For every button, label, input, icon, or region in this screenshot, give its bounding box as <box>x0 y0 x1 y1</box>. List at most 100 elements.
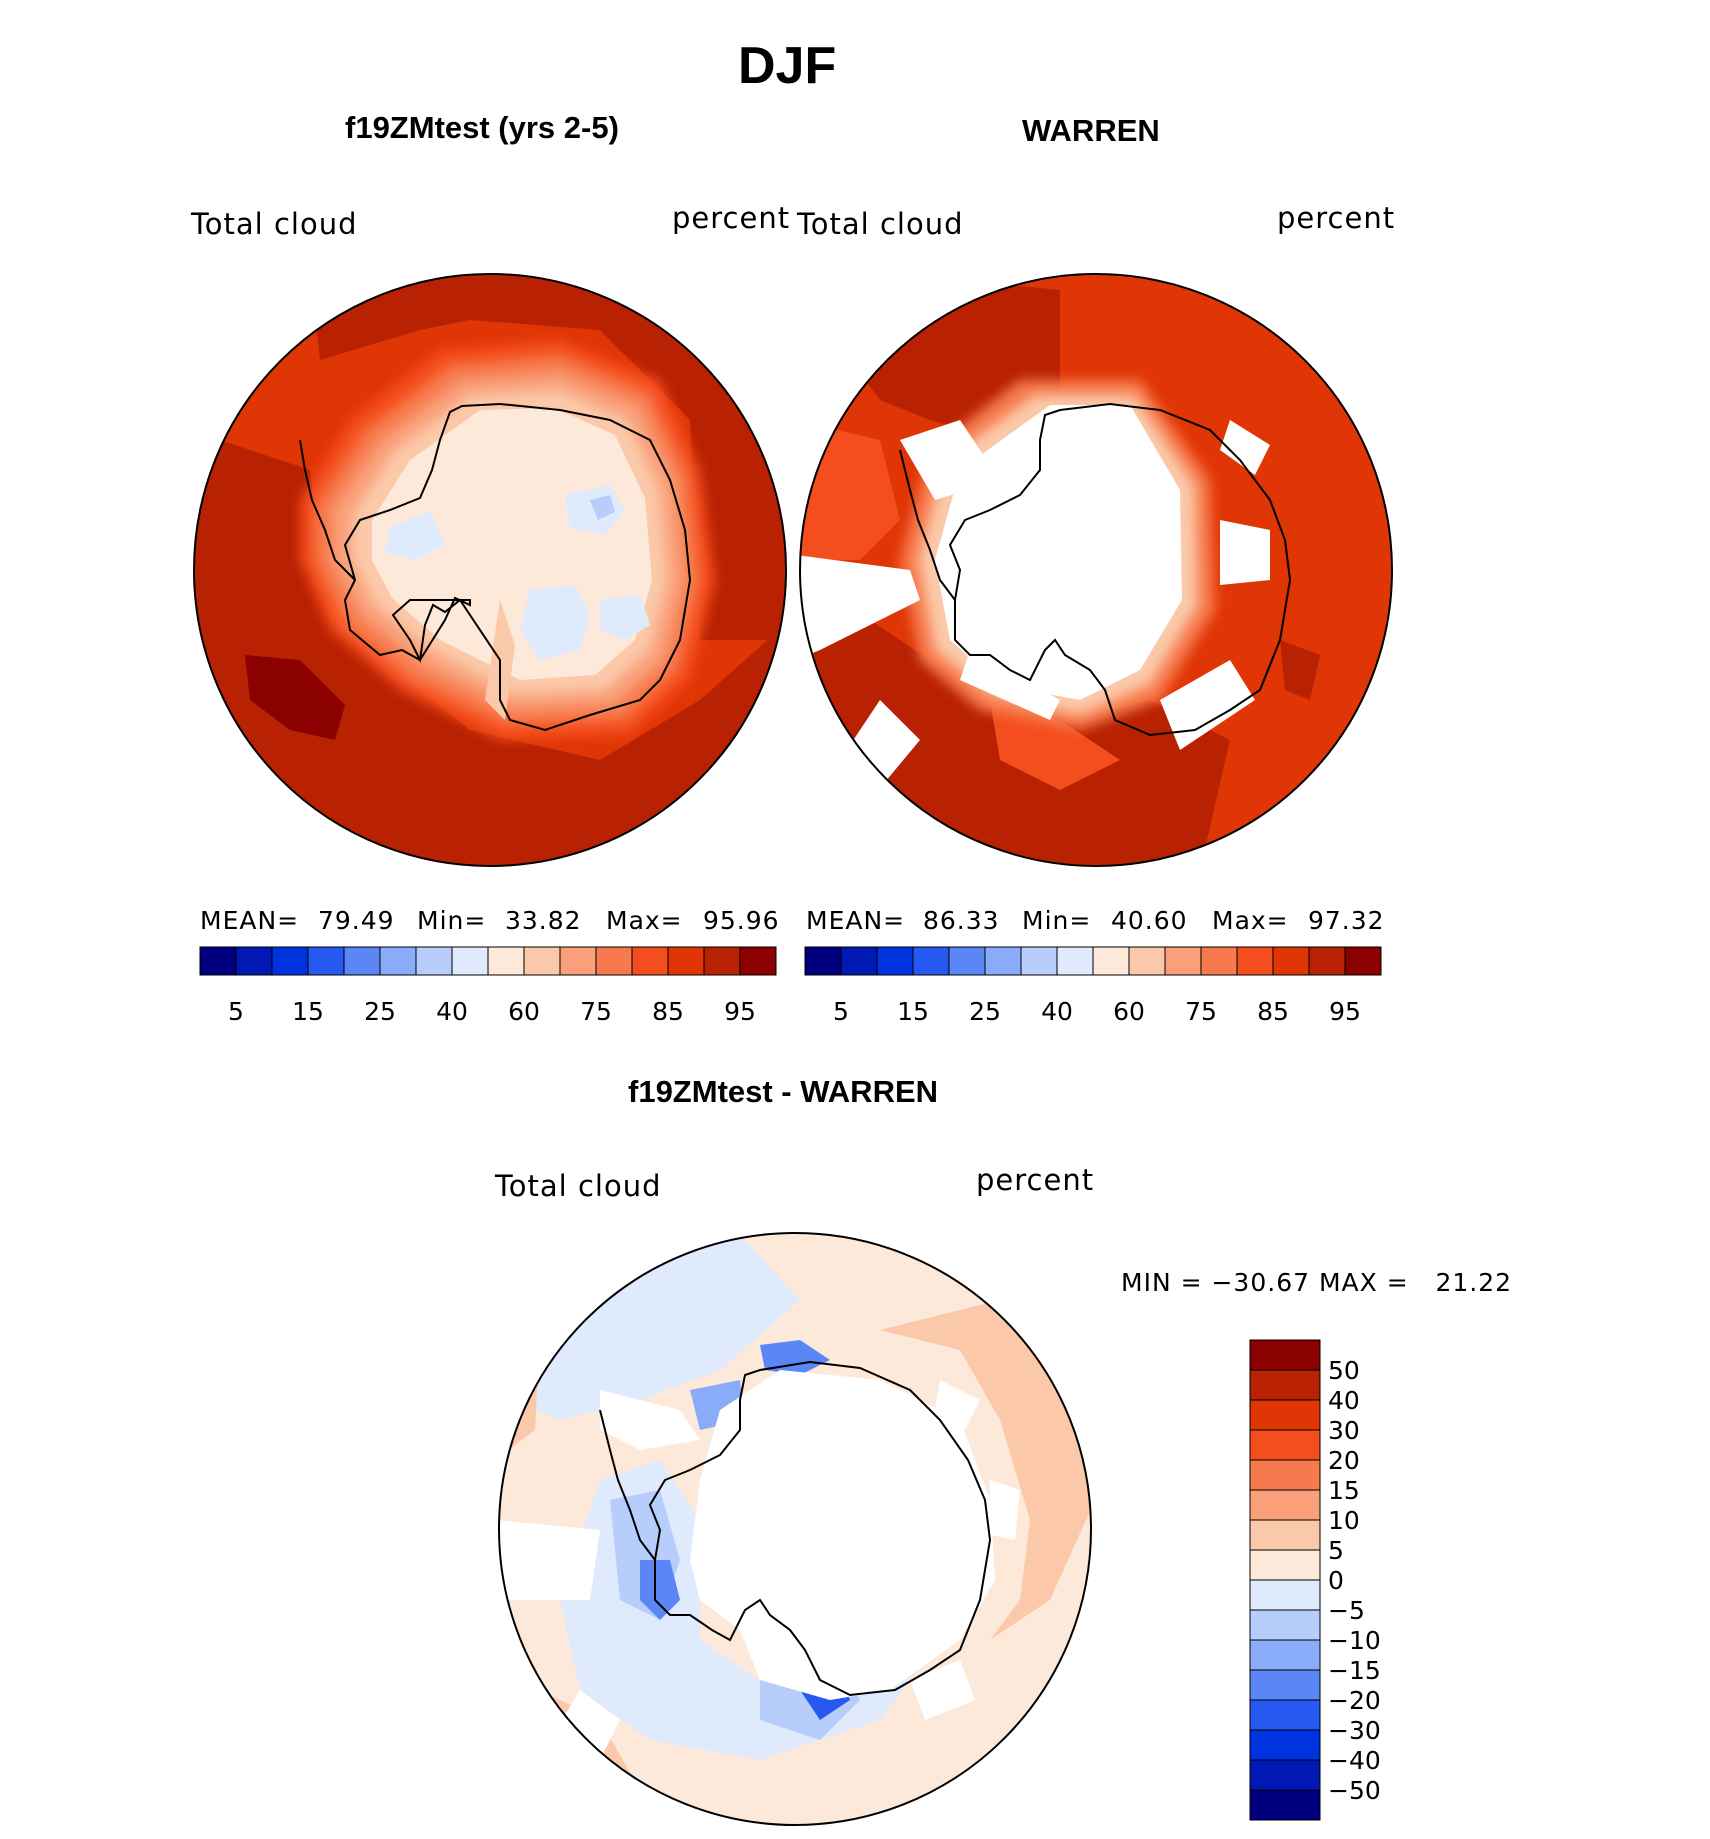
left-colorbar-swatch <box>739 946 777 976</box>
left-colorbar: 5 15 25 40 60 75 85 95 <box>199 946 777 1026</box>
right-unit-label: percent <box>1277 201 1396 235</box>
right-colorbar-swatch <box>804 946 842 976</box>
left-map-low-patch1 <box>385 510 445 560</box>
diff-colorbar-tick-label: 5 <box>1328 1536 1344 1565</box>
diff-colorbar-tick-label: 50 <box>1328 1356 1360 1385</box>
left-colorbar-swatch <box>523 946 561 976</box>
diff-map-peninsula <box>599 1409 656 1561</box>
diff-map-pos-region2 <box>880 1300 1091 1640</box>
diff-colorbar-tick-label: 20 <box>1328 1446 1360 1475</box>
diff-map-missing-wedge1 <box>499 1520 600 1600</box>
left-min-value: 33.82 <box>505 906 582 935</box>
page-title: DJF <box>738 37 837 95</box>
diff-colorbar-swatch <box>1249 1669 1321 1701</box>
diff-colorbar-swatch <box>1249 1699 1321 1731</box>
diff-map-missing-wedge6 <box>910 1660 975 1720</box>
left-colorbar-swatch <box>343 946 381 976</box>
diff-colorbar-swatch <box>1249 1639 1321 1671</box>
left-colorbar-swatch <box>631 946 669 976</box>
diff-map-missing-wedge3 <box>600 1390 700 1450</box>
diff-colorbar-swatch <box>1249 1429 1321 1461</box>
diff-colorbar-swatch <box>1249 1759 1321 1791</box>
right-map-border <box>799 273 1393 867</box>
right-colorbar-swatch <box>948 946 986 976</box>
right-min-label: Min= <box>1022 906 1092 935</box>
right-colorbar-swatch <box>1092 946 1130 976</box>
diff-colorbar-tick-label: −10 <box>1328 1626 1381 1655</box>
right-colorbar-swatch <box>1200 946 1238 976</box>
left-map-coastline <box>343 402 692 732</box>
left-colorbar-swatch <box>451 946 489 976</box>
diff-colorbar-swatch <box>1249 1609 1321 1641</box>
diff-colorbar-tick-label: −30 <box>1328 1716 1381 1745</box>
left-colorbar-tick-label: 85 <box>652 997 684 1026</box>
right-colorbar-swatch <box>912 946 950 976</box>
right-colorbar-swatch <box>876 946 914 976</box>
right-colorbar-swatch <box>1020 946 1058 976</box>
diff-map-neg-region1 <box>510 1235 800 1420</box>
left-colorbar-swatch <box>487 946 525 976</box>
right-colorbar-swatch <box>1308 946 1346 976</box>
diff-colorbar-tick-label: −50 <box>1328 1776 1381 1805</box>
left-colorbar-tick-label: 5 <box>228 997 244 1026</box>
right-map <box>800 274 1392 866</box>
left-max-label: Max= <box>606 906 683 935</box>
diff-colorbar-tick-label: −5 <box>1328 1596 1365 1625</box>
right-colorbar-swatch <box>1164 946 1202 976</box>
diff-map <box>499 1233 1091 1825</box>
right-colorbar-tick-label: 60 <box>1113 997 1145 1026</box>
diff-colorbar-swatch <box>1249 1579 1321 1611</box>
right-max-label: Max= <box>1212 906 1289 935</box>
left-map-max-patch <box>245 655 345 740</box>
left-colorbar-swatch <box>235 946 273 976</box>
diff-colorbar-swatch <box>1249 1729 1321 1761</box>
diff-colorbar-swatch <box>1249 1789 1321 1821</box>
diff-colorbar-swatch <box>1249 1339 1321 1371</box>
left-map-low-patch4 <box>520 585 590 660</box>
right-colorbar-tick-label: 95 <box>1329 997 1361 1026</box>
right-map-mid-region2 <box>990 700 1120 790</box>
right-map-missing-wedge4 <box>1220 520 1270 585</box>
left-colorbar-tick-label: 15 <box>292 997 324 1026</box>
left-map-peninsula <box>299 439 356 581</box>
right-colorbar-swatch <box>984 946 1022 976</box>
diff-variable-label: Total cloud <box>495 1169 662 1203</box>
left-map-low-patch5 <box>600 595 650 640</box>
diff-colorbar-tick-label: 15 <box>1328 1476 1360 1505</box>
left-max-value: 95.96 <box>703 906 780 935</box>
right-map-coastline <box>948 402 1292 737</box>
left-colorbar-swatch <box>379 946 417 976</box>
left-mean-label: MEAN= <box>200 906 300 935</box>
diff-colorbar-tick-label: −40 <box>1328 1746 1381 1775</box>
left-colorbar-swatch <box>271 946 309 976</box>
diff-colorbar-swatch <box>1249 1549 1321 1581</box>
left-colorbar-swatch <box>199 946 237 976</box>
diff-colorbar-tick-label: −15 <box>1328 1656 1381 1685</box>
diff-panel-title: f19ZMtest - WARREN <box>628 1074 939 1109</box>
left-unit-label: percent <box>672 201 791 235</box>
diff-colorbar-tick-label: 30 <box>1328 1416 1360 1445</box>
diff-colorbar-swatch <box>1249 1399 1321 1431</box>
diff-colorbar-tick-label: −20 <box>1328 1686 1381 1715</box>
right-colorbar-tick-label: 15 <box>897 997 929 1026</box>
right-map-dark-patch <box>1280 640 1320 700</box>
right-variable-label: Total cloud <box>797 207 964 241</box>
left-colorbar-swatch <box>307 946 345 976</box>
left-map <box>194 274 786 866</box>
left-colorbar-swatch <box>415 946 453 976</box>
diff-colorbar-tick-label: 0 <box>1328 1566 1344 1595</box>
diff-colorbar-tick-label: 40 <box>1328 1386 1360 1415</box>
right-colorbar-swatch <box>1128 946 1166 976</box>
diff-colorbar-swatch <box>1249 1489 1321 1521</box>
right-mean-value: 86.33 <box>923 906 1000 935</box>
left-variable-label: Total cloud <box>191 207 358 241</box>
right-panel-title: WARREN <box>1022 113 1160 148</box>
left-map-dark-region <box>310 274 786 640</box>
right-colorbar-swatch <box>1056 946 1094 976</box>
right-colorbar-tick-label: 40 <box>1041 997 1073 1026</box>
left-colorbar-swatch <box>667 946 705 976</box>
diff-map-border <box>498 1232 1092 1826</box>
diff-map-neg-region5 <box>640 1560 680 1620</box>
